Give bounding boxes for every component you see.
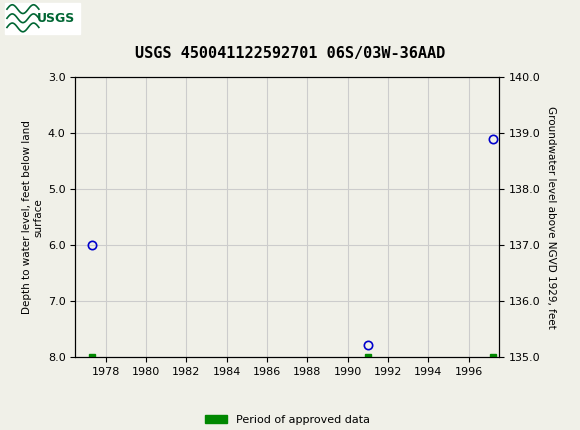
Legend: Period of approved data: Period of approved data: [200, 411, 374, 430]
Y-axis label: Groundwater level above NGVD 1929, feet: Groundwater level above NGVD 1929, feet: [546, 106, 556, 329]
Y-axis label: Depth to water level, feet below land
surface: Depth to water level, feet below land su…: [22, 120, 44, 314]
Text: USGS: USGS: [37, 12, 75, 25]
Bar: [5, 3, 80, 34]
Text: USGS 450041122592701 06S/03W-36AAD: USGS 450041122592701 06S/03W-36AAD: [135, 46, 445, 61]
